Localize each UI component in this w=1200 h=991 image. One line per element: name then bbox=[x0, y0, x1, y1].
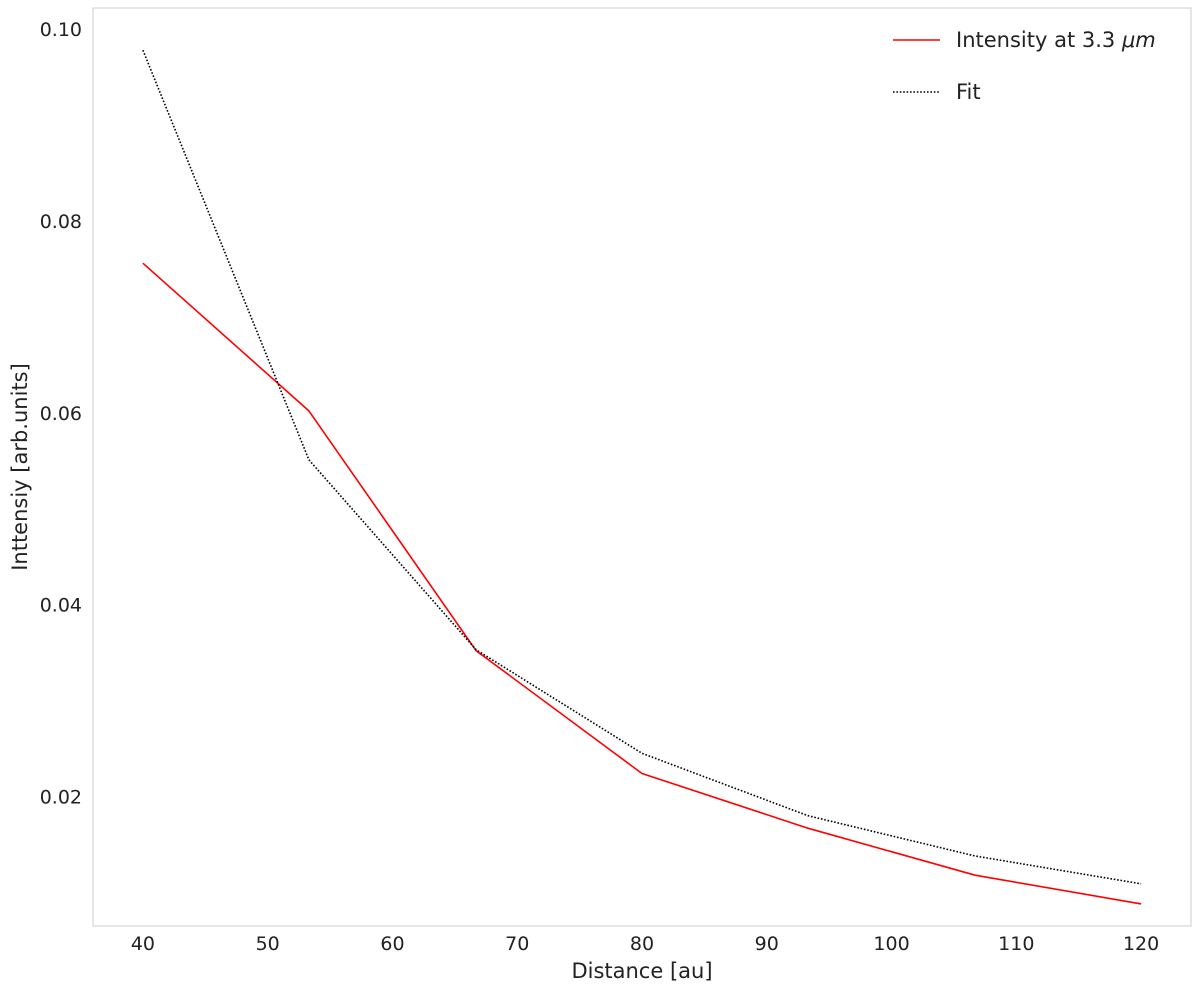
y-tick-label: 0.08 bbox=[40, 211, 82, 233]
legend: Intensity at 3.3 μm Fit bbox=[893, 28, 1156, 104]
y-tick-label: 0.04 bbox=[40, 595, 82, 617]
legend-label: Intensity at 3.3 μm bbox=[956, 28, 1156, 52]
x-tick-label: 70 bbox=[505, 933, 529, 955]
x-tick-label: 60 bbox=[380, 933, 404, 955]
intensity-series-line bbox=[142, 262, 1142, 905]
x-tick-label: 90 bbox=[755, 933, 779, 955]
x-tick-label: 120 bbox=[1123, 933, 1159, 955]
y-tick-label: 0.02 bbox=[40, 787, 82, 809]
plot-frame bbox=[92, 7, 1192, 927]
y-tick-label: 0.06 bbox=[40, 403, 82, 425]
y-axis-ticks: 0.02 0.04 0.06 0.08 0.10 bbox=[40, 19, 82, 808]
y-tick-label: 0.10 bbox=[40, 19, 82, 41]
x-tick-label: 100 bbox=[873, 933, 909, 955]
x-axis-label: Distance [au] bbox=[571, 959, 712, 983]
fit-series-line bbox=[142, 49, 1142, 885]
x-axis-ticks: 40 50 60 70 80 90 100 110 120 bbox=[131, 933, 1159, 955]
series-layer bbox=[142, 49, 1142, 905]
y-axis-label: Inttensiy [arb.units] bbox=[8, 363, 32, 571]
legend-label: Fit bbox=[956, 80, 981, 104]
x-tick-label: 80 bbox=[630, 933, 654, 955]
x-tick-label: 110 bbox=[998, 933, 1034, 955]
x-tick-label: 50 bbox=[256, 933, 280, 955]
x-tick-label: 40 bbox=[131, 933, 155, 955]
